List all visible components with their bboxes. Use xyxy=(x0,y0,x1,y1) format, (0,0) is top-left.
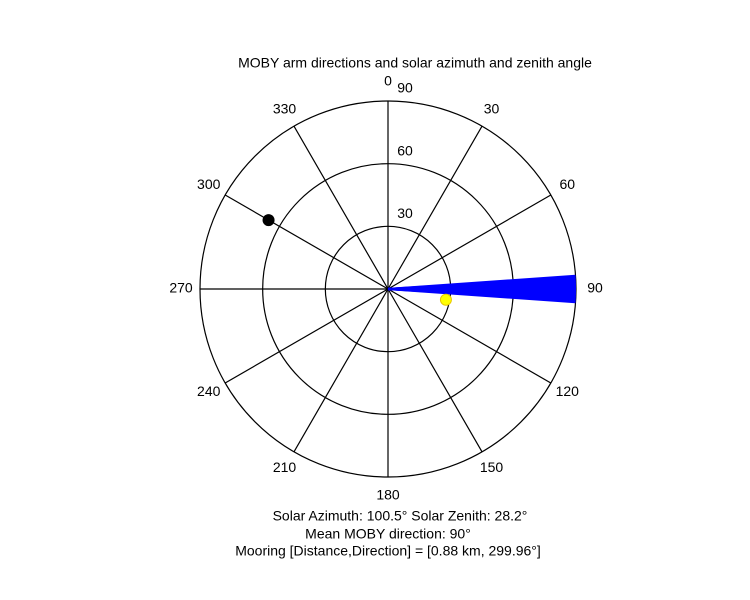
arm-direction xyxy=(387,287,576,304)
angle-tick-label: 270 xyxy=(169,280,193,296)
chart-title: MOBY arm directions and solar azimuth an… xyxy=(238,55,592,71)
annotation: Mooring [Distance,Direction] = [0.88 km,… xyxy=(235,543,541,559)
angle-tick-label: 60 xyxy=(559,176,575,192)
angle-tick-label: 120 xyxy=(556,383,580,399)
r-tick-label: 90 xyxy=(397,80,413,96)
angle-tick-label: 150 xyxy=(480,459,504,475)
spoke xyxy=(387,125,483,290)
angle-tick-label: 0 xyxy=(384,73,392,89)
angle-tick-label: 240 xyxy=(197,383,221,399)
angle-tick-label: 210 xyxy=(273,459,297,475)
annotation: Solar Azimuth: 100.5° Solar Zenith: 28.2… xyxy=(273,508,528,524)
mooring-point xyxy=(262,214,275,227)
spoke xyxy=(224,288,389,384)
angle-tick-label: 30 xyxy=(484,100,500,116)
spoke xyxy=(293,288,389,453)
spoke xyxy=(293,125,389,290)
r-tick-label: 30 xyxy=(397,205,413,221)
annotation: Mean MOBY direction: 90° xyxy=(305,526,471,542)
spoke xyxy=(387,288,483,453)
solar-point xyxy=(439,293,452,306)
spoke xyxy=(387,288,552,384)
r-tick-label: 60 xyxy=(397,142,413,158)
angle-tick-label: 180 xyxy=(376,487,400,503)
spoke xyxy=(224,194,389,290)
angle-tick-label: 300 xyxy=(197,176,221,192)
spoke xyxy=(387,194,552,290)
angle-tick-label: 90 xyxy=(587,280,603,296)
angle-tick-label: 330 xyxy=(273,100,297,116)
